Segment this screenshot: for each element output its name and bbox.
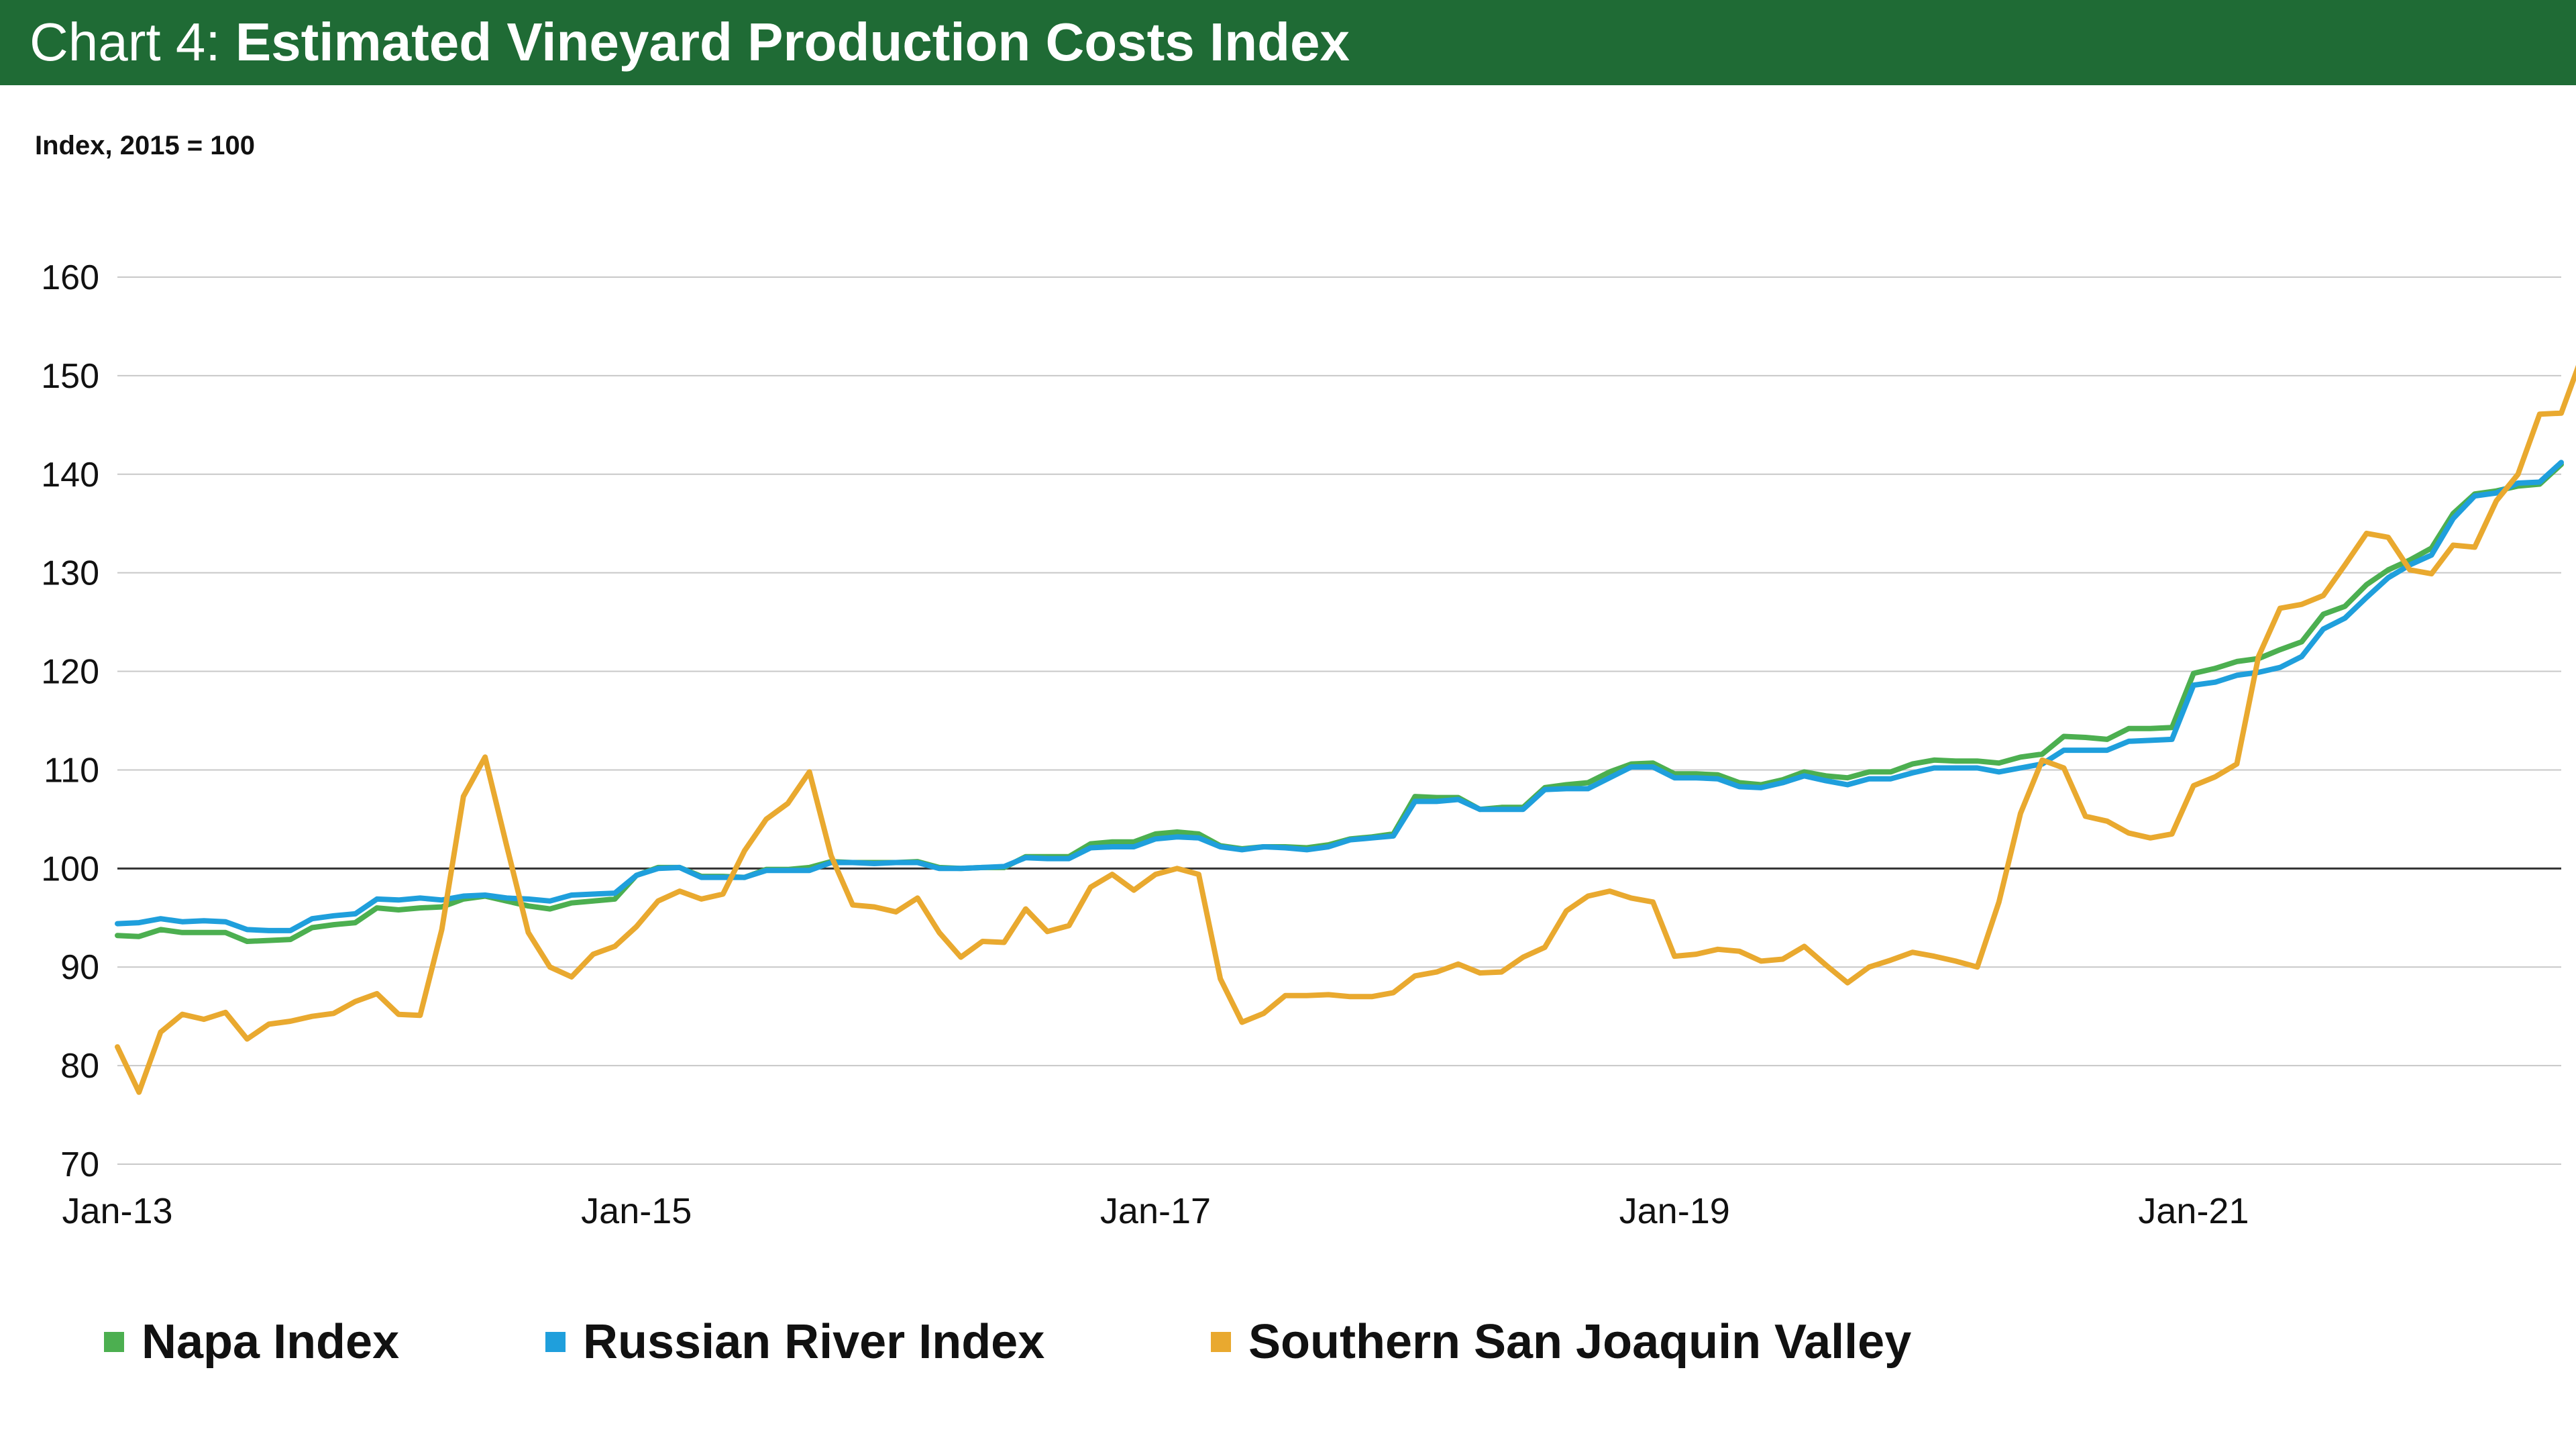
y-tick-label: 150 [41,357,99,396]
y-tick-label: 100 [41,849,99,888]
x-tick-label: Jan-19 [1619,1191,1730,1231]
chart-title-text: Estimated Vineyard Production Costs Inde… [235,12,1350,72]
legend-item-southern-san-joaquin: Southern San Joaquin Valley [1211,1312,1911,1372]
napa-swatch [104,1332,124,1352]
legend-item-russian-river: Russian River Index [545,1312,1044,1372]
legend-item-napa: Napa Index [104,1312,399,1372]
y-tick-label: 70 [60,1145,99,1184]
series-line-napa-index [115,462,2564,944]
x-tick-label: Jan-13 [62,1191,172,1231]
y-axis-unit-label: Index, 2015 = 100 [35,131,256,160]
x-tick-label: Jan-21 [2138,1191,2249,1231]
russian-river-legend-label: Russian River Index [583,1315,1045,1369]
napa-legend-label: Napa Index [142,1315,400,1369]
y-tick-label: 120 [41,653,99,692]
chart-title: Chart 4: Estimated Vineyard Production C… [30,9,1350,75]
series-line-southern-san-joaquin-valley [115,364,2576,1095]
x-tick-label: Jan-15 [581,1191,692,1231]
title-banner: Chart 4: Estimated Vineyard Production C… [0,0,2576,85]
y-tick-label: 130 [41,554,99,593]
y-tick-label: 80 [60,1047,99,1086]
y-tick-label: 110 [44,751,99,790]
southern-san-joaquin-swatch [1211,1332,1231,1352]
russian-river-swatch [545,1332,566,1352]
x-tick-label: Jan-17 [1100,1191,1211,1231]
series-line-russian-river-index [115,460,2564,933]
y-tick-label: 140 [41,456,99,495]
y-tick-label: 90 [60,948,99,987]
chart-number: Chart 4: [30,12,221,72]
y-tick-label: 160 [41,258,99,297]
southern-san-joaquin-legend-label: Southern San Joaquin Valley [1248,1315,1912,1369]
